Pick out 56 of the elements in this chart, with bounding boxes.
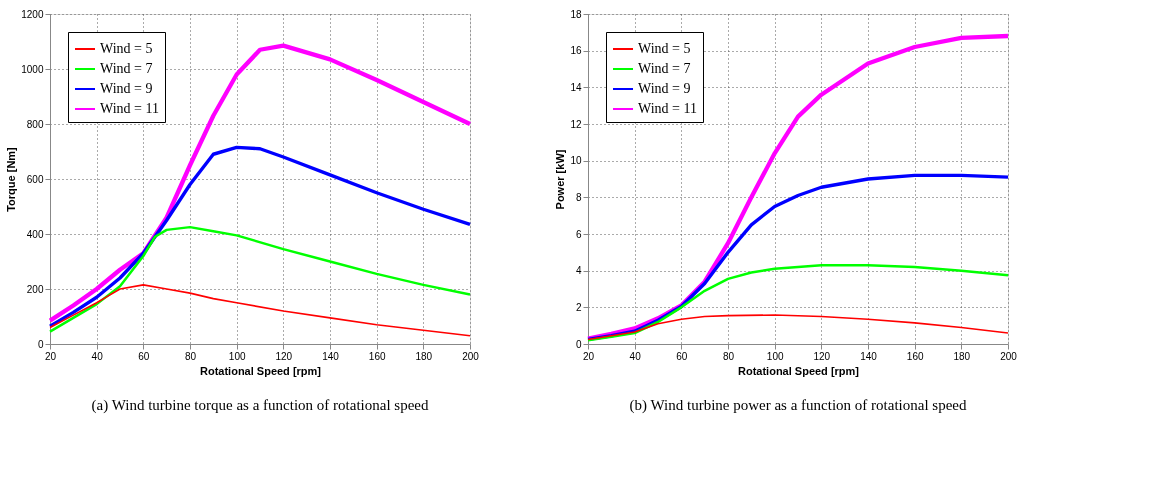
legend-label: Wind = 7 <box>100 61 153 76</box>
y-tick-label: 0 <box>37 338 44 350</box>
y-tick-label: 10 <box>570 155 582 167</box>
x-tick-label: 20 <box>582 350 595 362</box>
y-tick-label: 800 <box>26 118 44 130</box>
x-tick-label: 80 <box>722 350 735 362</box>
y-tick-label: 4 <box>575 265 582 277</box>
x-tick-label: 40 <box>91 350 104 362</box>
legend-label: Wind = 7 <box>638 61 691 76</box>
y-tick-label: 600 <box>26 173 44 185</box>
y-tick-label: 1200 <box>21 8 44 20</box>
x-tick-label: 100 <box>766 350 784 362</box>
y-tick-label: 14 <box>570 81 582 93</box>
y-tick-label: 16 <box>570 45 582 57</box>
line-series <box>49 284 471 337</box>
y-tick-label: 6 <box>575 228 582 240</box>
y-tick-label: 12 <box>570 118 582 130</box>
x-tick-label: 120 <box>813 350 831 362</box>
x-tick-label: 160 <box>906 350 924 362</box>
x-tick-label: 180 <box>953 350 971 362</box>
legend-label: Wind = 9 <box>100 81 153 96</box>
legend-label: Wind = 11 <box>100 101 159 116</box>
x-tick-label: 20 <box>44 350 57 362</box>
legend-label: Wind = 5 <box>100 41 153 56</box>
x-tick-label: 140 <box>322 350 340 362</box>
y-axis-title: Power [kW] <box>554 149 567 210</box>
y-tick-label: 1000 <box>21 63 44 75</box>
y-tick-label: 200 <box>26 283 44 295</box>
x-tick-label: 80 <box>184 350 197 362</box>
x-tick-label: 140 <box>860 350 878 362</box>
x-tick-label: 200 <box>462 350 480 362</box>
x-tick-label: 200 <box>1000 350 1018 362</box>
x-axis-title: Rotational Speed [rpm] <box>737 364 860 377</box>
x-tick-label: 60 <box>676 350 688 362</box>
legend-label: Wind = 5 <box>638 41 691 56</box>
x-tick-label: 40 <box>629 350 642 362</box>
text: (b) Wind turbine power as a function of rotational speed <box>629 397 967 414</box>
line-series <box>48 225 472 333</box>
y-axis-title: Torque [Nm] <box>5 146 18 212</box>
x-tick-label: 120 <box>275 350 293 362</box>
x-tick-label: 60 <box>138 350 150 362</box>
x-tick-label: 160 <box>368 350 386 362</box>
y-tick-label: 2 <box>575 301 582 313</box>
y-tick-label: 18 <box>570 8 582 20</box>
y-tick-label: 8 <box>575 191 582 203</box>
x-tick-label: 100 <box>228 350 246 362</box>
legend-label: Wind = 9 <box>638 81 691 96</box>
text: (a) Wind turbine torque as a function of rotational speed <box>91 397 429 414</box>
x-axis-title: Rotational Speed [rpm] <box>199 364 322 377</box>
line-series <box>587 314 1009 341</box>
y-tick-label: 400 <box>26 228 44 240</box>
line-series <box>48 145 472 328</box>
legend-label: Wind = 11 <box>638 101 697 116</box>
x-tick-label: 180 <box>415 350 433 362</box>
y-tick-label: 0 <box>575 338 582 350</box>
line-series <box>47 43 473 323</box>
